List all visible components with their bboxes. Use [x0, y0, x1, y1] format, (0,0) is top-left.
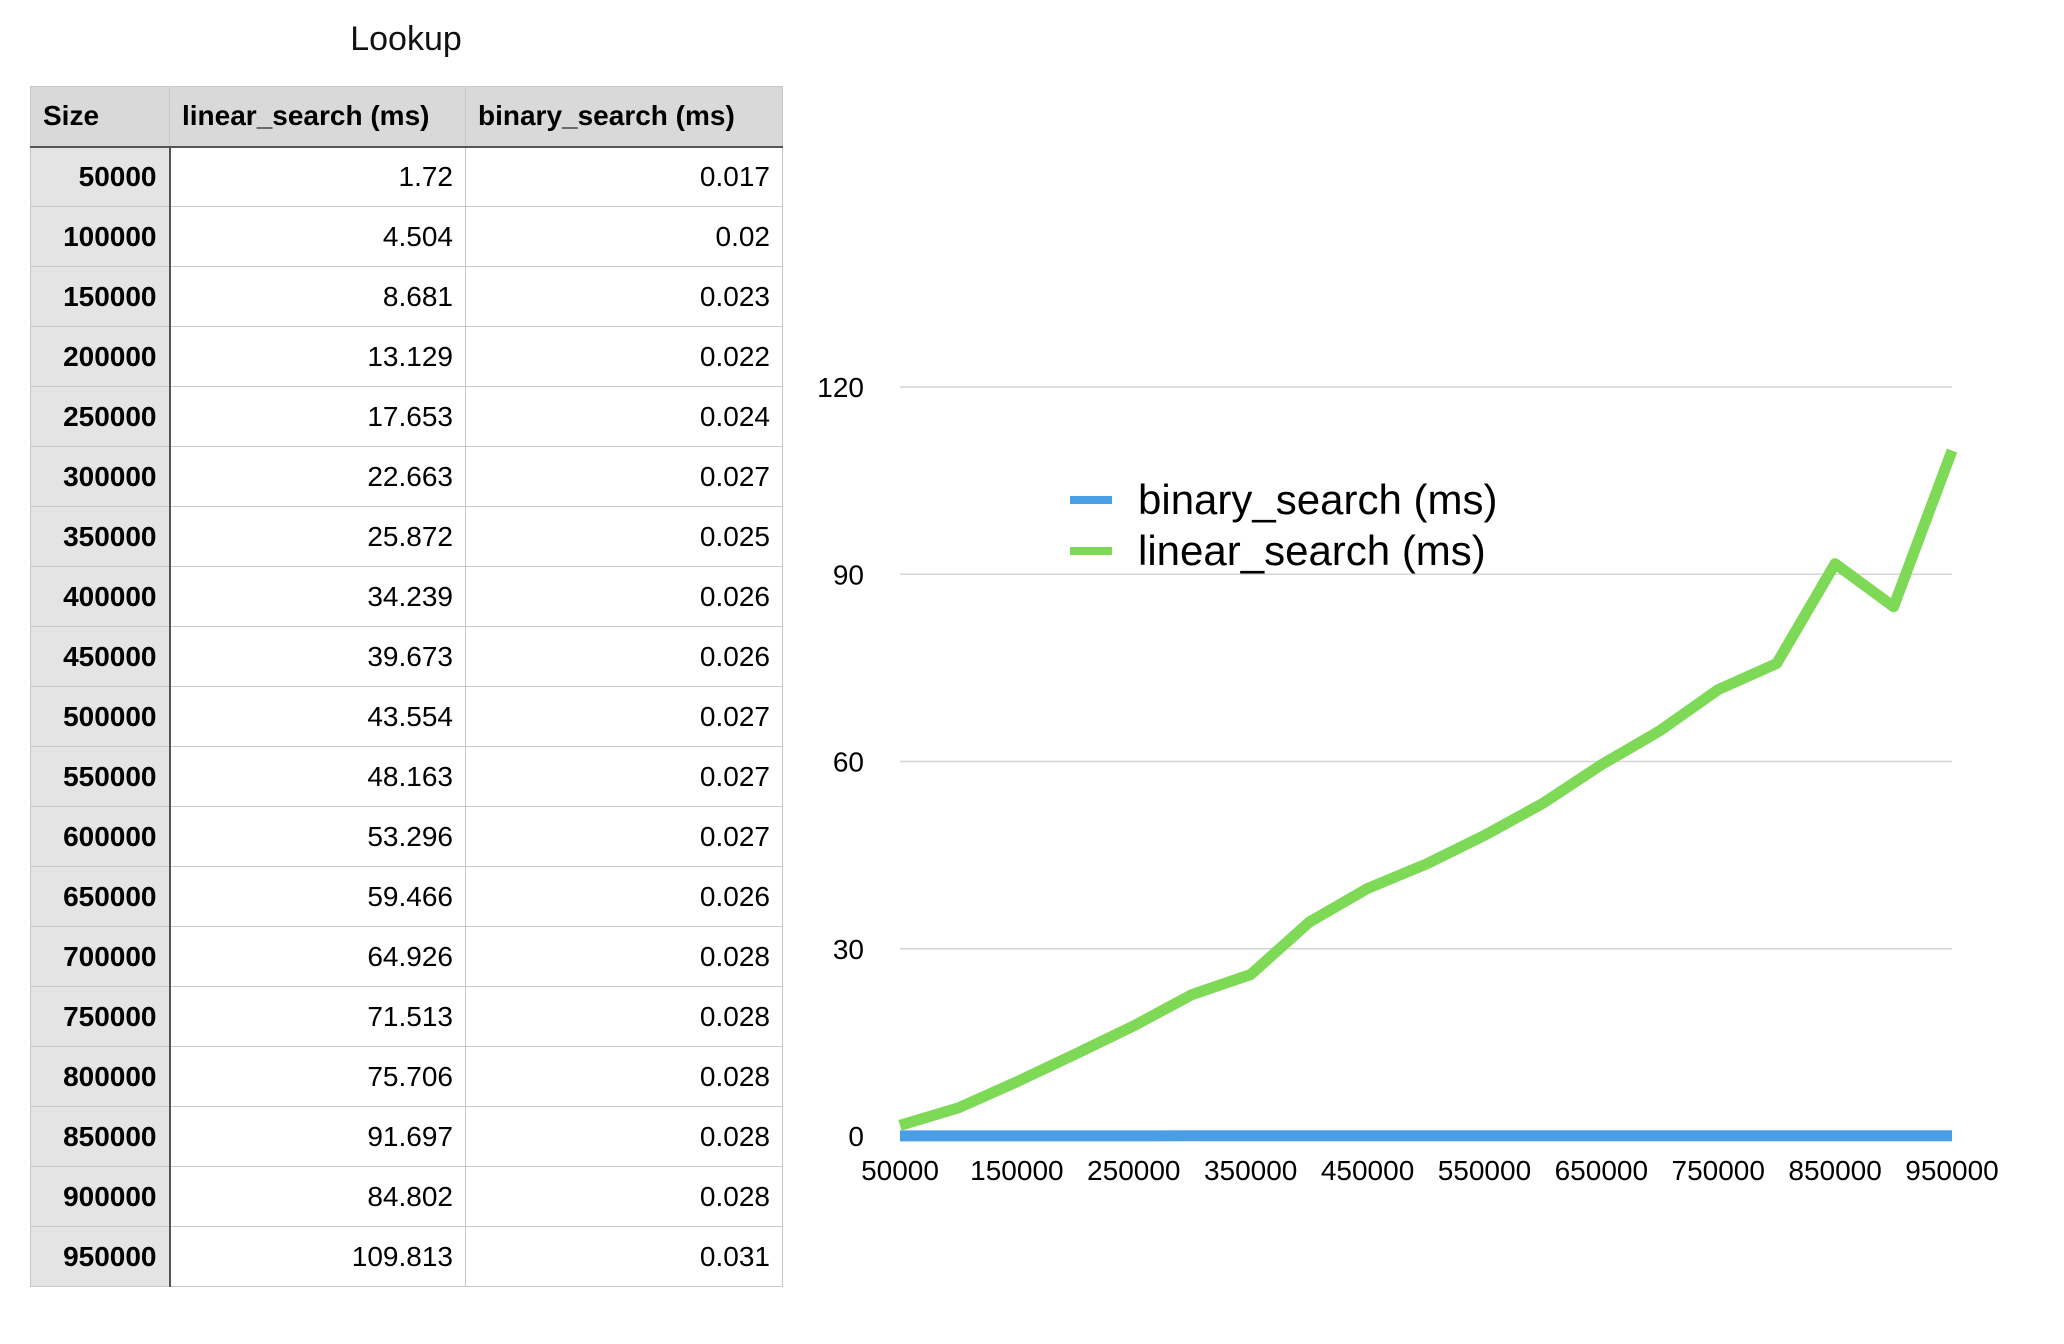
table-row: 800000 75.706 0.028 [30, 1046, 783, 1107]
binary-search-cell[interactable]: 0.031 [465, 1226, 783, 1287]
header-binary-search[interactable]: binary_search (ms) [465, 86, 783, 148]
table-title: Lookup [350, 20, 462, 58]
linear-search-cell[interactable]: 91.697 [169, 1106, 466, 1167]
linear-search-cell[interactable]: 34.239 [169, 566, 466, 627]
size-cell[interactable]: 850000 [30, 1106, 171, 1167]
binary-search-cell[interactable]: 0.022 [465, 326, 783, 387]
data-table: Size linear_search (ms) binary_search (m… [30, 86, 783, 1287]
size-cell[interactable]: 50000 [30, 146, 171, 207]
binary-search-cell[interactable]: 0.026 [465, 566, 783, 627]
binary-search-cell[interactable]: 0.023 [465, 266, 783, 327]
table-header-row: Size linear_search (ms) binary_search (m… [30, 86, 783, 148]
x-tick-label: 150000 [970, 1155, 1063, 1186]
size-cell[interactable]: 950000 [30, 1226, 171, 1287]
table-row: 700000 64.926 0.028 [30, 926, 783, 987]
size-cell[interactable]: 200000 [30, 326, 171, 387]
linear-search-cell[interactable]: 75.706 [169, 1046, 466, 1107]
y-tick-label: 30 [833, 934, 864, 965]
binary-search-cell[interactable]: 0.028 [465, 986, 783, 1047]
linear-search-cell[interactable]: 13.129 [169, 326, 466, 387]
size-cell[interactable]: 350000 [30, 506, 171, 567]
size-cell[interactable]: 900000 [30, 1166, 171, 1227]
y-tick-label: 60 [833, 747, 864, 778]
size-cell[interactable]: 800000 [30, 1046, 171, 1107]
linear-search-cell[interactable]: 59.466 [169, 866, 466, 927]
linear-search-cell[interactable]: 84.802 [169, 1166, 466, 1227]
linear-search-cell[interactable]: 1.72 [169, 146, 466, 207]
x-tick-label: 950000 [1905, 1155, 1998, 1186]
table-row: 600000 53.296 0.027 [30, 806, 783, 867]
size-cell[interactable]: 600000 [30, 806, 171, 867]
linear-search-cell[interactable]: 64.926 [169, 926, 466, 987]
table-row: 400000 34.239 0.026 [30, 566, 783, 627]
size-cell[interactable]: 300000 [30, 446, 171, 507]
y-tick-label: 0 [848, 1121, 864, 1152]
y-tick-label: 90 [833, 559, 864, 590]
binary-search-cell[interactable]: 0.028 [465, 1106, 783, 1167]
linear-search-cell[interactable]: 4.504 [169, 206, 466, 267]
table-row: 150000 8.681 0.023 [30, 266, 783, 327]
table-row: 550000 48.163 0.027 [30, 746, 783, 807]
binary-search-cell[interactable]: 0.028 [465, 926, 783, 987]
size-cell[interactable]: 450000 [30, 626, 171, 687]
table-row: 100000 4.504 0.02 [30, 206, 783, 267]
linear-search-cell[interactable]: 39.673 [169, 626, 466, 687]
size-cell[interactable]: 650000 [30, 866, 171, 927]
table-row: 250000 17.653 0.024 [30, 386, 783, 447]
binary-search-cell[interactable]: 0.027 [465, 806, 783, 867]
table-row: 50000 1.72 0.017 [30, 146, 783, 207]
binary-search-cell[interactable]: 0.028 [465, 1166, 783, 1227]
header-linear-search[interactable]: linear_search (ms) [169, 86, 466, 148]
binary-search-cell[interactable]: 0.028 [465, 1046, 783, 1107]
legend-label: linear_search (ms) [1138, 527, 1486, 574]
x-tick-label: 850000 [1788, 1155, 1881, 1186]
table-row: 650000 59.466 0.026 [30, 866, 783, 927]
size-cell[interactable]: 250000 [30, 386, 171, 447]
linear-search-cell[interactable]: 71.513 [169, 986, 466, 1047]
size-cell[interactable]: 750000 [30, 986, 171, 1047]
x-tick-label: 250000 [1087, 1155, 1180, 1186]
binary-search-cell[interactable]: 0.027 [465, 746, 783, 807]
series-line-linear-search[interactable] [898, 448, 1958, 1131]
x-tick-label: 650000 [1555, 1155, 1648, 1186]
x-tick-label: 450000 [1321, 1155, 1414, 1186]
x-tick-label: 550000 [1438, 1155, 1531, 1186]
table-row: 750000 71.513 0.028 [30, 986, 783, 1047]
binary-search-cell[interactable]: 0.017 [465, 146, 783, 207]
binary-search-cell[interactable]: 0.027 [465, 686, 783, 747]
linear-search-cell[interactable]: 43.554 [169, 686, 466, 747]
x-tick-label: 50000 [861, 1155, 939, 1186]
linear-search-cell[interactable]: 53.296 [169, 806, 466, 867]
binary-search-cell[interactable]: 0.026 [465, 866, 783, 927]
x-tick-label: 750000 [1672, 1155, 1765, 1186]
linear-search-cell[interactable]: 22.663 [169, 446, 466, 507]
table-row: 900000 84.802 0.028 [30, 1166, 783, 1227]
x-tick-label: 350000 [1204, 1155, 1297, 1186]
linear-search-cell[interactable]: 8.681 [169, 266, 466, 327]
linear-search-cell[interactable]: 48.163 [169, 746, 466, 807]
binary-search-cell[interactable]: 0.02 [465, 206, 783, 267]
legend-label: binary_search (ms) [1138, 476, 1497, 523]
binary-search-cell[interactable]: 0.024 [465, 386, 783, 447]
header-size[interactable]: Size [30, 86, 170, 148]
size-cell[interactable]: 700000 [30, 926, 171, 987]
size-cell[interactable]: 150000 [30, 266, 171, 327]
table-row: 500000 43.554 0.027 [30, 686, 783, 747]
linear-search-cell[interactable]: 25.872 [169, 506, 466, 567]
table-row: 450000 39.673 0.026 [30, 626, 783, 687]
table-row: 850000 91.697 0.028 [30, 1106, 783, 1167]
linear-search-cell[interactable]: 109.813 [169, 1226, 466, 1287]
binary-search-cell[interactable]: 0.026 [465, 626, 783, 687]
table-row: 200000 13.129 0.022 [30, 326, 783, 387]
table-row: 950000 109.813 0.031 [30, 1226, 783, 1287]
y-tick-label: 120 [817, 372, 864, 403]
size-cell[interactable]: 550000 [30, 746, 171, 807]
linear-search-cell[interactable]: 17.653 [169, 386, 466, 447]
